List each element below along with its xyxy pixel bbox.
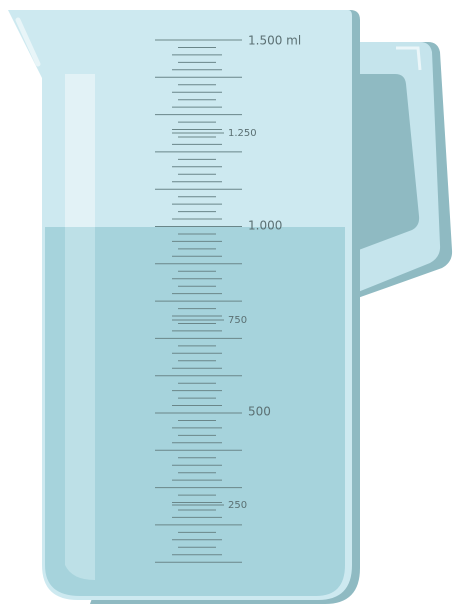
handle-highlight bbox=[396, 46, 422, 71]
handle bbox=[345, 42, 441, 296]
spout-highlight bbox=[15, 17, 41, 67]
glass-highlight bbox=[65, 74, 95, 227]
scale-label: 500 bbox=[248, 405, 271, 419]
scale-label: 750 bbox=[228, 315, 247, 326]
scale-label: 1.000 bbox=[248, 219, 282, 233]
scale-label: 1.250 bbox=[228, 128, 257, 139]
scale-label: 1.500 ml bbox=[248, 34, 301, 48]
water bbox=[45, 227, 345, 596]
glass-highlight-water bbox=[65, 227, 95, 580]
scale-ticks bbox=[155, 39, 242, 563]
scale-label: 250 bbox=[228, 500, 247, 511]
